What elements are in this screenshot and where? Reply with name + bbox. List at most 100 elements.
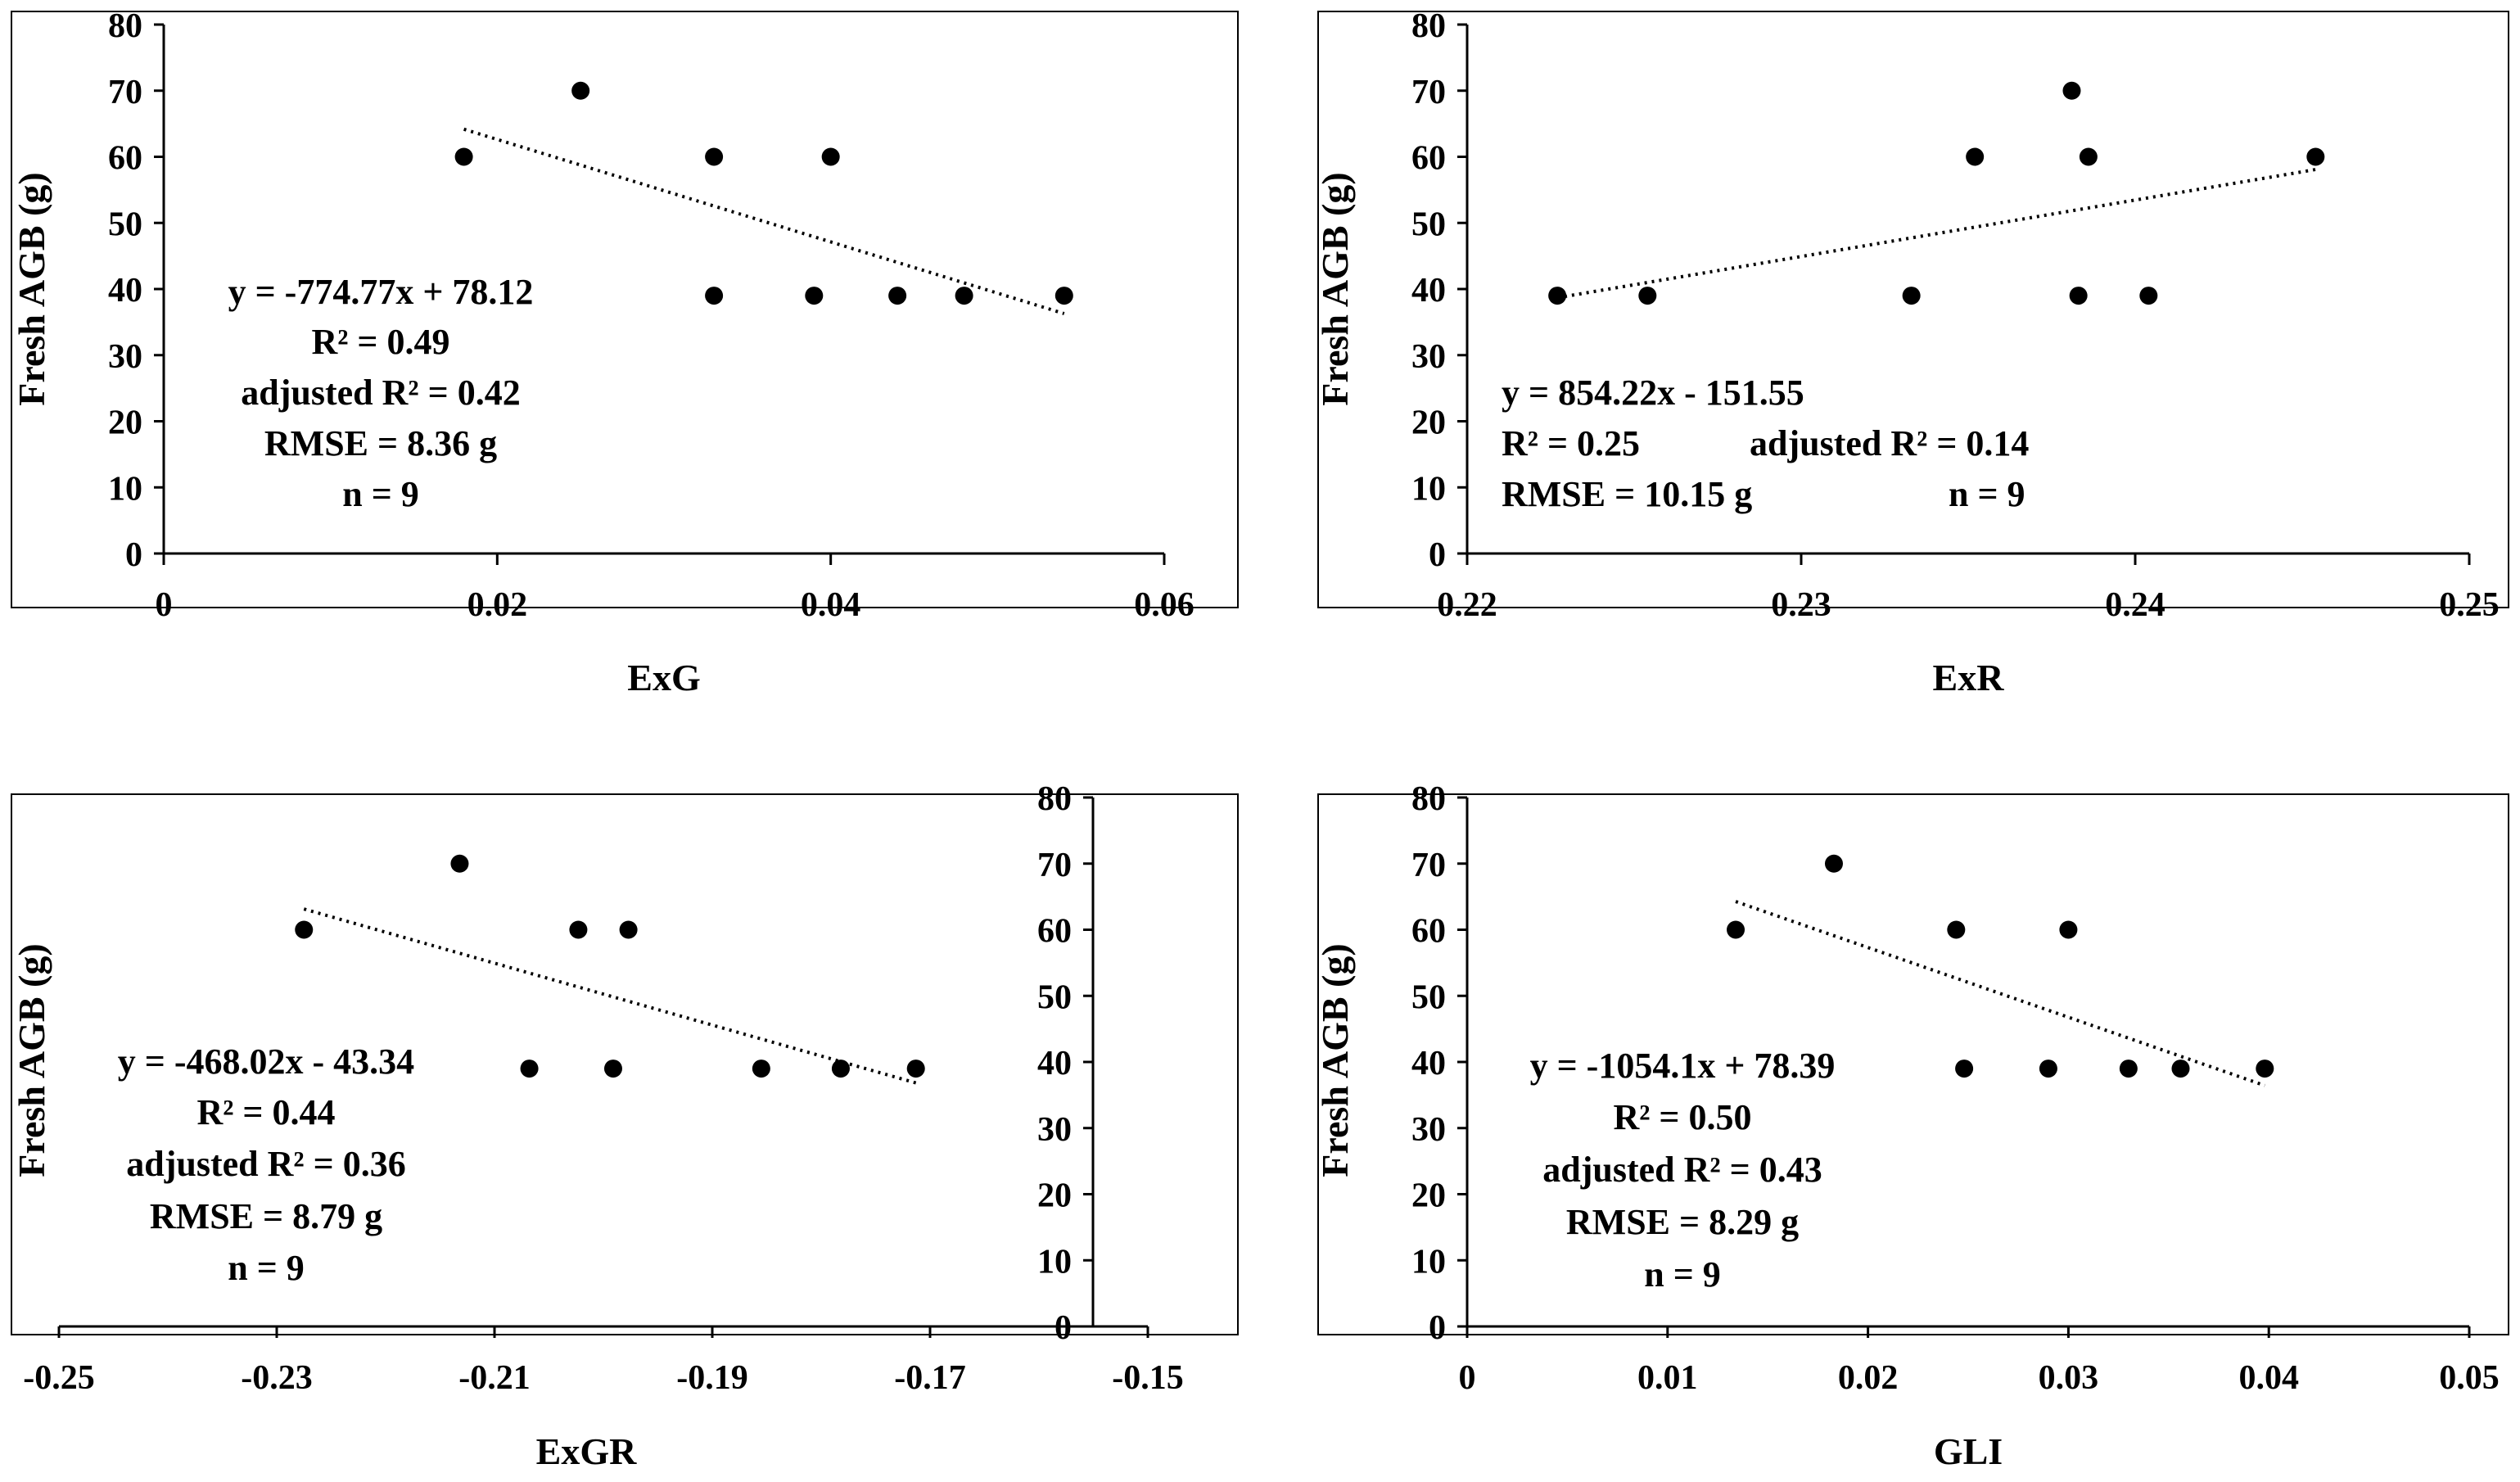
data-point (1727, 920, 1745, 939)
data-point (805, 287, 824, 305)
y-tick-label: 20 (1037, 1177, 1072, 1215)
y-tick-label: 60 (108, 140, 142, 178)
y-tick-label: 50 (1037, 978, 1072, 1016)
y-tick-label: 70 (1411, 74, 1446, 111)
y-tick-label: 70 (108, 74, 142, 111)
y-tick-label: 70 (1037, 847, 1072, 884)
annotation-adjusted-r2: adjusted R² = 0.14 (1750, 423, 2029, 463)
y-tick-label: 70 (1411, 847, 1446, 884)
y-tick-label: 20 (1411, 404, 1446, 442)
data-point (888, 287, 907, 305)
data-point (705, 287, 724, 305)
x-tick-label: 0.05 (2439, 1359, 2500, 1397)
annotation-rmse: RMSE = 10.15 g (1502, 474, 1752, 514)
annotation-adjusted-r2: adjusted R² = 0.42 (241, 373, 520, 413)
chart-panel-bottom-left: 0 10 20 30 40 50 60 70 80 -0.25 -0.23 -0.21 -0.19 -0.… (11, 780, 1239, 1472)
y-tick-label: 40 (108, 272, 142, 310)
annotation-r2: R² = 0.49 (311, 322, 449, 362)
x-tick-label: -0.25 (23, 1359, 95, 1397)
x-tick-label: 0 (156, 586, 173, 624)
x-tick-label: 0.04 (2238, 1359, 2299, 1397)
annotation-r2: R² = 0.50 (1613, 1097, 1751, 1137)
annotation-adjusted-r2: adjusted R² = 0.43 (1542, 1150, 1822, 1190)
annotation-r2: R² = 0.25 (1502, 423, 1640, 463)
y-tick-label: 40 (1411, 272, 1446, 310)
data-point (1055, 287, 1073, 305)
x-tick-label: 0.06 (1134, 586, 1195, 624)
data-point (2079, 147, 2098, 166)
data-point (520, 1060, 539, 1078)
y-tick-label: 80 (1037, 780, 1072, 818)
data-point (821, 147, 840, 166)
annotation-equation: y = -468.02x - 43.34 (118, 1041, 414, 1082)
data-point (1638, 287, 1657, 305)
annotation-equation: y = 854.22x - 151.55 (1502, 373, 1804, 413)
y-tick-label: 0 (1055, 1309, 1072, 1347)
y-tick-label: 10 (108, 470, 142, 508)
annotation-n: n = 9 (1949, 474, 2025, 514)
data-point (705, 147, 724, 166)
annotation-n: n = 9 (342, 474, 419, 514)
x-tick-label: 0 (1459, 1359, 1476, 1397)
trendline (1735, 900, 2265, 1087)
data-point (571, 81, 590, 100)
x-tick-label: 0.01 (1637, 1359, 1698, 1397)
data-point (2059, 920, 2078, 939)
data-point (603, 1060, 622, 1078)
y-tick-label: 80 (1411, 780, 1446, 818)
y-tick-label: 10 (1411, 1243, 1446, 1281)
x-axis-label: ExG (627, 657, 700, 698)
y-tick-label: 0 (1429, 536, 1446, 574)
annotation-rmse: RMSE = 8.29 g (1566, 1202, 1799, 1242)
data-point (1947, 920, 1966, 939)
y-tick-label: 30 (108, 338, 142, 376)
annotation-n: n = 9 (1644, 1254, 1721, 1294)
y-tick-label: 60 (1037, 913, 1072, 951)
y-tick-label: 60 (1411, 140, 1446, 178)
x-tick-label: 0.24 (2105, 586, 2165, 624)
data-point (2062, 81, 2081, 100)
x-axis-label: GLI (1934, 1430, 2003, 1472)
chart-frame (1317, 793, 2509, 1335)
y-tick-label: 0 (1429, 1309, 1446, 1347)
y-tick-label: 80 (108, 7, 142, 45)
data-point (295, 920, 314, 939)
y-tick-label: 10 (1037, 1243, 1072, 1281)
data-point (2256, 1060, 2274, 1078)
annotation-n: n = 9 (228, 1248, 305, 1288)
x-tick-label: 0.22 (1437, 586, 1497, 624)
y-tick-label: 20 (1411, 1177, 1446, 1215)
data-point (1902, 287, 1921, 305)
x-tick-label: -0.19 (676, 1359, 748, 1397)
annotation-rmse: RMSE = 8.79 g (150, 1196, 382, 1236)
chart-frame (11, 11, 1239, 608)
trendline (463, 127, 1065, 315)
y-tick-label: 20 (108, 404, 142, 442)
x-tick-label: 0.02 (467, 586, 528, 624)
x-axis-label: ExGR (536, 1430, 637, 1472)
y-tick-label: 10 (1411, 470, 1446, 508)
x-tick-label: -0.17 (894, 1359, 966, 1397)
x-tick-label: 0.04 (801, 586, 861, 624)
y-tick-label: 60 (1411, 913, 1446, 951)
trendline (303, 907, 917, 1085)
x-tick-label: 0.02 (1838, 1359, 1899, 1397)
y-axis-label: Fresh AGB (g) (1314, 172, 1356, 405)
x-tick-label: 0.23 (1771, 586, 1831, 624)
data-point (1955, 1060, 1974, 1078)
chart-frame (11, 793, 1239, 1335)
data-point (1548, 287, 1567, 305)
y-tick-label: 30 (1411, 1111, 1446, 1149)
x-tick-label: 0.25 (2439, 586, 2500, 624)
y-axis-label: Fresh AGB (g) (1314, 943, 1356, 1177)
data-point (619, 920, 638, 939)
x-tick-label: -0.23 (241, 1359, 313, 1397)
data-point (2119, 1060, 2138, 1078)
y-tick-label: 50 (108, 206, 142, 243)
data-point (2069, 287, 2088, 305)
data-point (906, 1060, 925, 1078)
data-point (2139, 287, 2158, 305)
data-point (752, 1060, 770, 1078)
y-tick-label: 80 (1411, 7, 1446, 45)
